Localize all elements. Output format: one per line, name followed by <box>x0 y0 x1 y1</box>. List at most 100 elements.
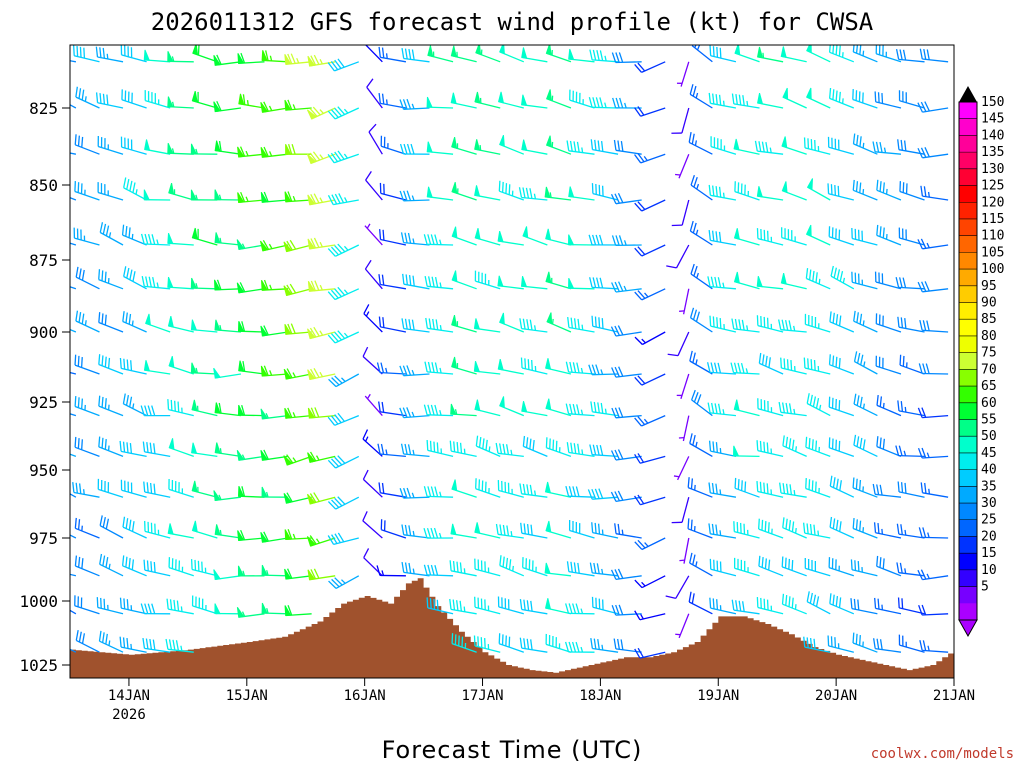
barb-feather <box>165 638 169 650</box>
barb-feather <box>121 555 125 566</box>
wind-barb <box>362 469 383 498</box>
barb-feather <box>403 487 408 499</box>
barb-staff <box>690 317 713 333</box>
barb-half-feather <box>926 452 930 458</box>
barb-feather <box>522 435 526 447</box>
barb-feather <box>456 561 459 573</box>
barb-feather <box>434 404 439 416</box>
barb-feather <box>337 330 346 339</box>
barb-half-feather <box>643 418 649 424</box>
barb-staff <box>144 647 171 653</box>
barb-staff <box>922 329 949 333</box>
wind-barb <box>919 319 949 333</box>
barb-feather <box>146 560 149 571</box>
barb-feather <box>334 288 342 298</box>
wind-barb <box>74 436 100 458</box>
barb-feather <box>900 317 904 328</box>
barb-staff <box>828 193 854 201</box>
colorbar-segment <box>959 269 977 287</box>
wind-barb <box>898 90 925 109</box>
wind-barb <box>474 522 501 539</box>
wind-barb <box>918 363 949 375</box>
barb-staff <box>97 102 124 109</box>
barb-pennant <box>237 404 245 416</box>
colorbar-segment <box>959 168 977 187</box>
wind-barb <box>899 354 925 375</box>
wind-barb <box>610 568 642 581</box>
barb-feather <box>475 435 479 447</box>
barb-feather <box>637 375 646 385</box>
barb-feather <box>327 194 334 205</box>
barb-pennant <box>474 522 481 534</box>
wind-barb <box>667 331 690 357</box>
barb-staff <box>75 320 100 333</box>
barb-feather <box>286 240 293 251</box>
barb-staff <box>521 608 548 615</box>
barb-feather <box>835 314 839 325</box>
barb-staff <box>70 534 77 539</box>
barb-feather <box>858 635 861 646</box>
colorbar-segment <box>959 402 977 420</box>
barb-pennant <box>451 356 458 369</box>
barb-staff <box>757 490 784 498</box>
barb-pennant <box>144 139 151 151</box>
barb-staff <box>829 447 855 458</box>
barb-feather <box>876 394 879 406</box>
wind-barb <box>237 404 265 417</box>
barb-staff <box>427 327 454 333</box>
barb-feather <box>596 563 600 574</box>
barb-half-feather <box>862 320 865 326</box>
barb-feather <box>218 402 222 414</box>
barb-feather <box>759 440 762 452</box>
barb-feather <box>330 60 339 71</box>
barb-feather <box>337 243 346 253</box>
barb-feather <box>430 234 435 245</box>
barb-feather <box>75 86 78 98</box>
wind-barb <box>284 323 312 335</box>
barb-feather <box>505 557 509 569</box>
wind-barb <box>495 442 524 458</box>
wind-barb <box>327 330 360 344</box>
barb-feather <box>601 318 604 329</box>
barb-staff <box>804 646 831 653</box>
barb-half-feather <box>604 102 607 108</box>
barb-feather <box>287 144 293 155</box>
barb-staff <box>829 321 855 333</box>
barb-half-feather <box>927 191 930 198</box>
wind-barb <box>284 407 312 419</box>
barb-half-feather <box>604 55 607 62</box>
wind-barb <box>671 199 690 227</box>
barb-feather <box>812 396 817 407</box>
wind-barb <box>307 326 336 340</box>
barb-feather <box>882 227 885 239</box>
wind-barb <box>144 520 171 539</box>
barb-feather <box>717 277 722 288</box>
wind-barb <box>379 229 407 246</box>
barb-feather <box>566 442 570 453</box>
barb-feather <box>690 263 695 275</box>
wind-barb <box>168 557 194 577</box>
barb-half-feather <box>643 155 648 161</box>
barb-feather <box>287 323 293 334</box>
barb-pennant <box>520 276 528 288</box>
wind-barb <box>499 396 525 417</box>
barb-pennant <box>237 146 245 158</box>
barb-pennant <box>143 360 151 372</box>
barb-half-feather <box>108 232 112 238</box>
wind-barb <box>474 596 501 615</box>
barb-feather <box>495 442 499 454</box>
barb-half-feather <box>793 325 796 332</box>
barb-feather <box>378 274 381 285</box>
barb-half-feather <box>694 140 698 146</box>
barb-feather <box>408 525 412 536</box>
barb-feather <box>378 401 381 412</box>
barb-feather <box>619 97 624 109</box>
wind-barb <box>591 596 619 615</box>
barb-feather <box>712 185 715 196</box>
barb-pennant <box>260 147 269 158</box>
wind-barb <box>828 396 855 417</box>
barb-staff <box>98 488 124 498</box>
barb-staff <box>522 566 548 577</box>
wind-barb <box>544 562 572 577</box>
wind-barb <box>378 316 407 333</box>
